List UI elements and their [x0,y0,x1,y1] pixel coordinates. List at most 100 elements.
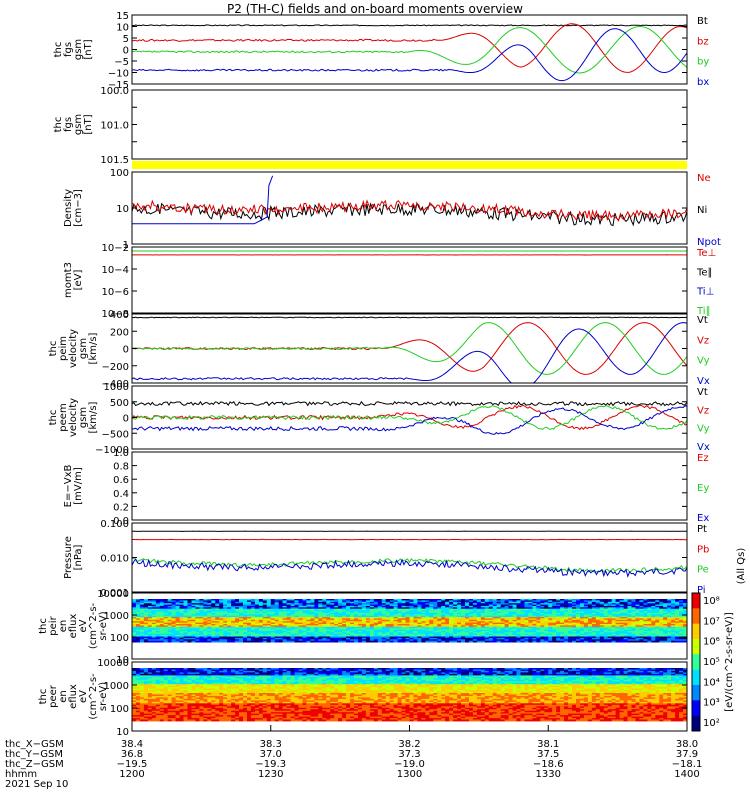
ytick-label: −200 [102,362,129,373]
svg-text:[nT]: [nT] [83,114,94,134]
ytick-label: 0.010 [100,554,129,565]
legend-fgs-Bt: Bt [697,16,708,27]
legend-peem-Vx: Vx [697,442,710,453]
colorbar-tick: 10² [703,718,720,729]
x-row-value: 38.2 [398,739,420,750]
legend-pressure-Pi: Pi [697,585,706,596]
ytick-label: 200 [110,327,129,338]
series-pressure-Pi [131,558,688,578]
series-fgs-by [132,26,688,74]
ytick-label: 0.2 [113,502,129,513]
ytick-label: 10−2 [102,243,129,254]
series-density-Ni [131,201,688,227]
colorbar-tick: 10⁶ [703,637,720,648]
colorbar-tick: 10³ [703,698,720,709]
colorbar-tick: 10⁴ [703,677,720,688]
panel-frame [131,592,688,660]
ylabel-efield: E=−VxB [mV/m] [63,465,84,508]
series-peim-Vz [131,322,688,375]
series-pressure-Pb [131,538,687,541]
x-axis-footer: thc_X−GSM 38.4 38.3 38.2 38.1 38.0 thc_Y−GSM 36… [5,725,702,790]
legend-peim-Vt: Vt [697,315,708,326]
legend-efield-Ey: Ey [697,483,709,494]
series-fgs-Bt [131,24,688,27]
legend-pressure-Pe: Pe [697,565,709,576]
svg-text:thc: thc [48,410,59,426]
ylabel-moms: momt3 [eV] [63,262,84,298]
ytick-label: 101.5 [100,155,129,166]
panel-peem: 1000 500 0 −500 −1000 thc peem velocity gsm [km/s… [48,382,710,456]
panel-peer: 10000 1000 100 10 thc peer en eflux eV (cm^2-s-sr… [38,658,688,738]
svg-text:thc: thc [53,117,64,133]
x-row-value: 37.9 [676,749,698,760]
panel-frame [131,451,688,521]
ytick-label: 0 [123,414,129,425]
page-title: P2 (TH-C) fields and on-board moments ov… [227,2,523,16]
ytick-label: 0.001 [100,588,129,599]
ytick-label: 0.4 [113,489,129,500]
x-row-value: −19.0 [394,759,425,770]
ytick-label: 500 [110,398,129,409]
svg-text:[km/s]: [km/s] [88,332,99,364]
x-row-value: 1200 [119,769,144,780]
ytick-label: 10 [116,727,129,738]
ytick-label: 0 [123,46,129,57]
series-peem-Vy [131,404,688,430]
colorbar-tick: 10⁷ [703,616,720,627]
ytick-label: 100 [110,168,129,179]
x-row-value: 37.0 [260,749,282,760]
legend-pressure-Pt: Pt [697,524,707,535]
ytick-label: 10 [116,655,129,666]
x-row-value: 1400 [674,769,699,780]
series-peem-Vz [131,404,688,431]
panel-density: 100 10 1 Density [cm−3] Ne Ni Npot [63,168,721,251]
legend-peem-Vy: Vy [697,424,710,435]
x-row-label: thc_X−GSM [5,739,64,750]
x-row-value: −19.5 [117,759,148,770]
panel-efield: 1.0 0.8 0.6 0.4 0.2 0.0 E=−VxB [mV/m] Ez Ey Ex [63,448,709,527]
ylabel-fgs: thc fgs gsm [nT] [53,39,94,60]
x-row-value: −18.6 [533,759,564,770]
svg-text:fgs: fgs [63,117,74,132]
x-row-value: 1300 [397,769,422,780]
x-row-label: thc_Z−GSM [5,759,64,770]
x-row-value: 37.3 [398,749,420,760]
ylabel-pressure: Pressure [nPa] [63,536,84,579]
ytick-label: 0.0 [113,516,129,527]
legend-density-Npot: Npot [697,237,721,248]
ytick-label: 100.0 [100,86,129,97]
legend-moms-Te∥: Te∥ [696,267,713,278]
ytick-label: 0.100 [100,519,129,530]
colorbar-tick: 10⁵ [703,657,720,668]
ytick-label: 1 [123,240,129,251]
x-row-value: 38.0 [676,739,698,750]
ytick-label: −500 [102,429,129,440]
x-row-value: 36.8 [121,749,143,760]
svg-text:fgs: fgs [63,42,74,57]
ytick-label: 100 [110,704,129,715]
svg-text:momt3: momt3 [63,262,74,298]
legend-density-Ni: Ni [697,205,707,216]
svg-text:gsm: gsm [73,39,84,60]
x-row-value: 1330 [536,769,561,780]
ytick-label: −10 [108,69,129,80]
series-peem-Vt [131,400,688,407]
panel-fgs_t: 100.0 101.0 101.5 thc fgs gsm [nT] [53,86,688,166]
ylabel-fgs_t: thc fgs gsm [nT] [53,114,94,135]
ytick-label: 10000 [97,658,129,669]
svg-text:gsm: gsm [78,338,89,359]
series-fgs-bz [131,23,688,73]
series-peim-Vt [132,316,688,319]
legend-fgs-bx: bx [697,77,709,88]
ytick-label: 100 [110,633,129,644]
ytick-label: 101.0 [100,121,129,132]
ytick-label: 1000 [104,681,129,692]
panel-peir: 10000 1000 100 10 thc peir en eflux eV (cm^2-s-sr… [38,589,688,666]
x-row-value: −18.1 [672,759,703,770]
svg-text:gsm: gsm [73,114,84,135]
ytick-label: 1000 [104,382,129,393]
legend-fgs-by: by [697,57,709,68]
ylabel-peer: thc peer en eflux eV (cm^2-s-sr-eV) [38,673,109,720]
x-row-label: hhmm [5,769,37,780]
